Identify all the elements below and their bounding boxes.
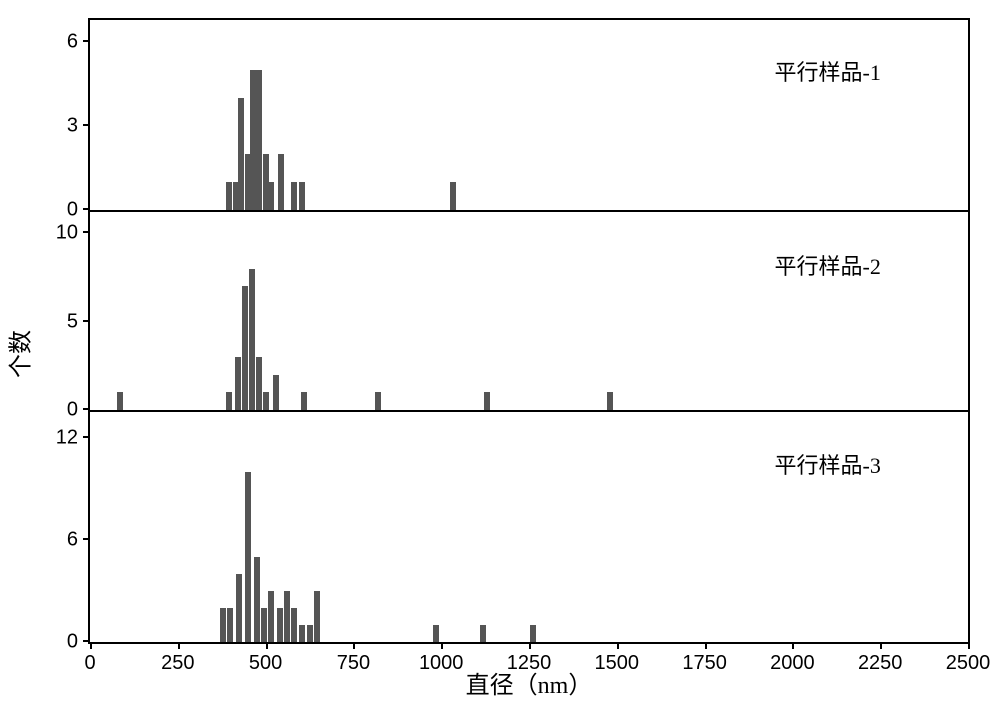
x-tick-mark (178, 642, 180, 649)
bar (236, 574, 242, 642)
y-tick-mark (83, 538, 90, 540)
bar (117, 392, 123, 410)
bar (301, 392, 307, 410)
x-tick-mark (529, 642, 531, 649)
bar (291, 182, 297, 210)
bar (607, 392, 613, 410)
y-tick-mark (83, 40, 90, 42)
figure: 个数 036平行样品-10510平行样品-20612平行样品-302505007… (0, 0, 1000, 708)
panel-3: 0612平行样品-3025050075010001250150017502000… (88, 410, 970, 644)
bar (284, 591, 290, 642)
y-axis-label: 个数 (1, 330, 36, 378)
bar (299, 625, 305, 642)
y-tick-label: 0 (67, 199, 90, 222)
y-tick-label: 12 (56, 426, 90, 449)
x-tick-mark (441, 642, 443, 649)
bar (314, 591, 320, 642)
x-tick-mark (968, 642, 970, 649)
x-tick-mark (792, 642, 794, 649)
bar (256, 70, 262, 210)
y-tick-label: 6 (67, 528, 90, 551)
panel-2: 0510平行样品-2 (88, 210, 970, 412)
bar (226, 182, 232, 210)
bar (235, 357, 241, 410)
x-tick-mark (617, 642, 619, 649)
bar (277, 608, 283, 642)
y-tick-label: 10 (56, 222, 90, 245)
bar (256, 357, 262, 410)
series-label: 平行样品-2 (775, 249, 881, 281)
bar (261, 608, 267, 642)
y-tick-label: 5 (67, 310, 90, 333)
bar (226, 392, 232, 410)
bar (273, 375, 279, 410)
y-tick-mark (83, 124, 90, 126)
bar (220, 608, 226, 642)
y-tick-label: 0 (67, 399, 90, 422)
series-label: 平行样品-3 (775, 448, 881, 480)
bar (268, 591, 274, 642)
bar (249, 269, 255, 410)
panel-1: 036平行样品-1 (88, 18, 970, 212)
x-tick-mark (880, 642, 882, 649)
bar (268, 182, 274, 210)
y-tick-mark (83, 231, 90, 233)
bar (480, 625, 486, 642)
y-tick-mark (83, 436, 90, 438)
panels-container: 036平行样品-10510平行样品-20612平行样品-302505007501… (88, 18, 970, 648)
x-tick-mark (353, 642, 355, 649)
bar (245, 472, 251, 642)
series-label: 平行样品-1 (775, 55, 881, 87)
bar (238, 98, 244, 210)
x-tick-mark (90, 642, 92, 649)
y-tick-mark (83, 320, 90, 322)
bar (299, 182, 305, 210)
y-tick-label: 6 (67, 31, 90, 54)
bar (291, 608, 297, 642)
bar (375, 392, 381, 410)
x-tick-mark (266, 642, 268, 649)
bar (227, 608, 233, 642)
x-axis-label: 直径（nm） (466, 665, 593, 700)
x-tick-mark (705, 642, 707, 649)
bar (263, 392, 269, 410)
bar (242, 286, 248, 410)
y-tick-label: 3 (67, 115, 90, 138)
bar (530, 625, 536, 642)
bar (450, 182, 456, 210)
bar (278, 154, 284, 210)
bar (484, 392, 490, 410)
bar (307, 625, 313, 642)
bar (433, 625, 439, 642)
bar (254, 557, 260, 642)
